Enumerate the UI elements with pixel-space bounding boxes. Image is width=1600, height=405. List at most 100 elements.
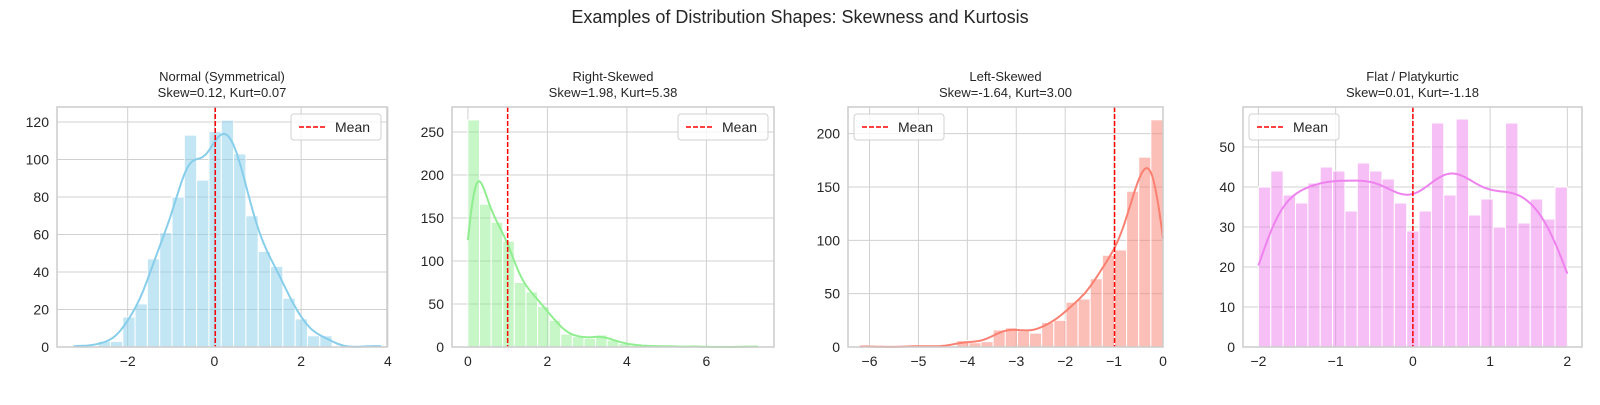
y-tick-label: 20 [33, 302, 49, 318]
x-tick-label: 0 [1159, 353, 1167, 369]
histogram-bar [1381, 178, 1395, 348]
histogram-bar [109, 340, 124, 348]
histogram-bar [1393, 202, 1408, 348]
histogram-bar [233, 153, 247, 348]
histogram-bar [1430, 122, 1445, 348]
subplot-subtitle: Skew=0.01, Kurt=-1.18 [1346, 85, 1479, 100]
legend: Mean [1248, 113, 1340, 141]
legend-label: Mean [722, 119, 757, 135]
histogram-bar [1467, 214, 1482, 348]
y-tick-label: 80 [33, 189, 49, 205]
histogram-bar [1077, 298, 1091, 348]
x-tick-label: −3 [1008, 353, 1024, 369]
y-tick-label: 0 [436, 339, 444, 355]
histogram-bar [560, 333, 573, 348]
x-tick-label: 0 [464, 353, 472, 369]
x-tick-label: 2 [297, 353, 305, 369]
histogram-bar [159, 232, 173, 348]
x-tick-label: 0 [1409, 353, 1417, 369]
x-tick-label: 1 [1486, 353, 1494, 369]
histogram-bar [1089, 278, 1103, 348]
legend: Mean [853, 113, 945, 141]
x-tick-label: 2 [544, 353, 552, 369]
y-tick-label: 20 [1219, 259, 1235, 275]
x-tick-label: −1 [1328, 353, 1344, 369]
histogram-bar [1113, 249, 1128, 348]
subplot-subtitle: Skew=0.12, Kurt=0.07 [158, 85, 287, 100]
histogram-bar [1101, 254, 1115, 348]
axes-frame [847, 106, 1164, 348]
y-tick-label: 250 [421, 124, 445, 140]
histogram-bar [1270, 170, 1284, 348]
histogram-bar [122, 316, 136, 348]
histogram-bar [306, 335, 321, 348]
legend: Mean [290, 113, 382, 141]
axes-frame [56, 106, 388, 348]
y-tick-label: 60 [33, 227, 49, 243]
x-tick-label: −2 [1250, 353, 1266, 369]
x-tick-label: −5 [910, 353, 926, 369]
legend-box [853, 113, 945, 141]
figure-title: Examples of Distribution Shapes: Skewnes… [571, 7, 1028, 27]
legend-label: Mean [898, 119, 933, 135]
histogram-bar [1455, 118, 1469, 348]
subplot-subtitle: Skew=-1.64, Kurt=3.00 [939, 85, 1072, 100]
histogram-bar [171, 196, 185, 348]
histogram-bar [1356, 162, 1371, 348]
histogram-bar [245, 215, 259, 348]
y-tick-label: 100 [26, 152, 50, 168]
histogram-bar [1053, 319, 1067, 348]
histogram-bar [1257, 186, 1272, 348]
kde-curve [73, 132, 382, 348]
subplot-title: Flat / Platykurtic [1366, 69, 1459, 84]
axes-frame [1242, 106, 1583, 348]
y-tick-label: 40 [33, 264, 49, 280]
histogram-bar [1332, 170, 1346, 348]
y-tick-label: 40 [1219, 179, 1235, 195]
histogram-bar [571, 336, 585, 348]
histogram-bar [1295, 202, 1309, 348]
legend-label: Mean [335, 119, 370, 135]
y-tick-label: 200 [421, 167, 445, 183]
histogram-bar [1344, 210, 1358, 348]
legend: Mean [677, 113, 769, 141]
y-tick-label: 120 [26, 114, 50, 130]
y-tick-label: 100 [421, 253, 445, 269]
x-tick-label: 6 [703, 353, 711, 369]
x-tick-label: −6 [862, 353, 878, 369]
histogram-bar [1282, 194, 1297, 348]
y-tick-label: 100 [817, 232, 841, 248]
histogram-bar [196, 179, 210, 348]
histogram-bar [513, 281, 527, 348]
x-tick-label: 2 [1563, 353, 1571, 369]
x-tick-label: −2 [120, 353, 136, 369]
histogram-bar [1443, 194, 1457, 348]
subplot-title: Left-Skewed [969, 69, 1041, 84]
histogram-bar [1138, 156, 1152, 348]
x-tick-label: 4 [623, 353, 631, 369]
histogram-bar [1418, 210, 1432, 348]
subplot-title: Normal (Symmetrical) [159, 69, 285, 84]
y-tick-label: 50 [824, 286, 840, 302]
x-tick-label: 0 [211, 353, 219, 369]
x-tick-label: −1 [1106, 353, 1122, 369]
histogram-bar [1369, 170, 1383, 348]
histogram-bar [183, 134, 198, 348]
histogram-bar [1016, 330, 1031, 348]
legend-box [1248, 113, 1340, 141]
histogram-bar [257, 250, 272, 348]
histogram-bar [134, 303, 148, 348]
histogram-bar [1307, 182, 1321, 348]
y-tick-label: 150 [817, 179, 841, 195]
histogram-bar [490, 221, 504, 348]
y-tick-label: 0 [1227, 339, 1235, 355]
x-tick-label: −2 [1057, 353, 1073, 369]
histogram-bar [1505, 122, 1519, 348]
histogram-bar [1150, 119, 1164, 348]
histogram-bar [1126, 190, 1140, 348]
histogram-bar [220, 119, 235, 348]
